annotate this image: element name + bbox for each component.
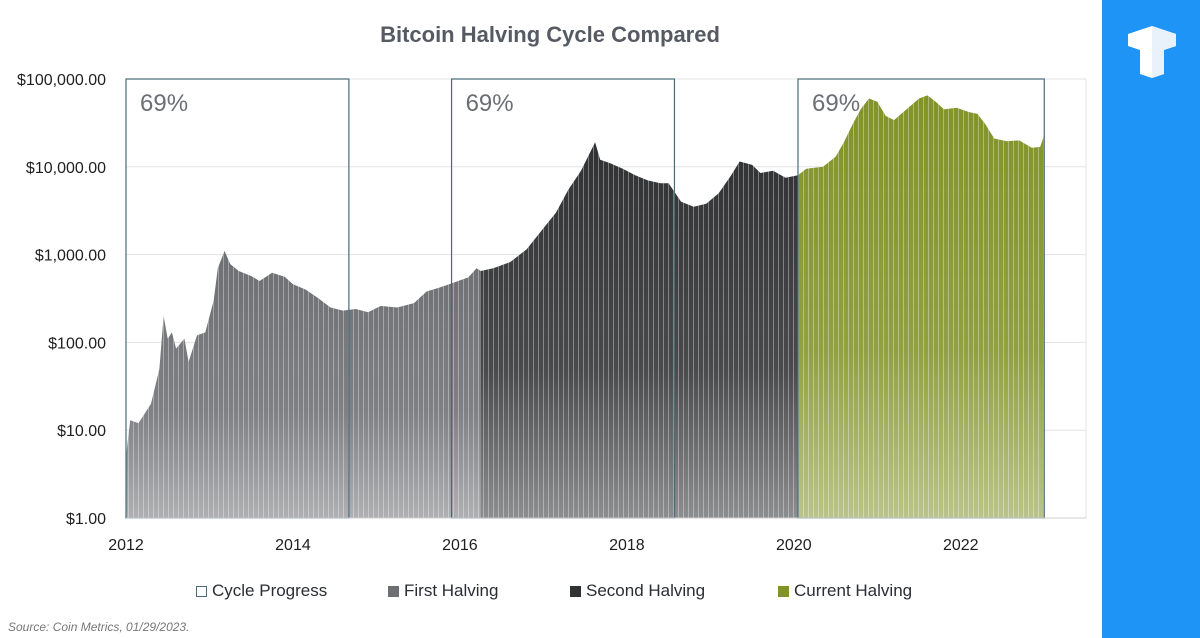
x-tick-label: 2012 [108, 537, 144, 554]
y-tick-label: $1.00 [66, 511, 106, 528]
cycle-progress-label: 69% [466, 90, 514, 117]
series-stripes [480, 142, 798, 518]
legend-swatch [196, 585, 207, 597]
x-tick-label: 2016 [442, 537, 478, 554]
chart-canvas: 69% 69% 69% $1.00 $10.00 $100.00 $1,000.00 $10… [17, 72, 1087, 554]
x-tick-label: 2022 [943, 537, 979, 554]
legend-swatch [570, 585, 581, 597]
x-tick-label: 2020 [776, 537, 812, 554]
legend-label: Second Halving [586, 581, 706, 600]
series-stripes [798, 95, 1045, 518]
y-tick-label: $100.00 [48, 335, 106, 352]
axes: $1.00 $10.00 $100.00 $1,000.00 $10,000.00 $10… [17, 72, 1086, 554]
x-tick-label: 2018 [609, 537, 645, 554]
legend-item-second-halving: Second Halving [570, 581, 705, 601]
legend-label: Cycle Progress [212, 581, 328, 600]
source-note: Source: Coin Metrics, 01/29/2023. [8, 620, 190, 634]
chart-legend: Cycle Progress First Halving Second Halvin… [0, 581, 1100, 603]
brand-logo-icon [1128, 26, 1176, 78]
y-tick-label: $10.00 [57, 423, 106, 440]
legend-label: Current Halving [794, 581, 913, 600]
y-tick-label: $10,000.00 [26, 160, 106, 177]
chart-title: Bitcoin Halving Cycle Compared [380, 22, 720, 47]
legend-item-first-halving: First Halving [388, 581, 498, 601]
legend-item-current-halving: Current Halving [778, 581, 912, 601]
legend-swatch [388, 585, 399, 597]
series-areas [126, 95, 1045, 518]
cycle-progress-label: 69% [812, 90, 860, 117]
y-tick-label: $1,000.00 [35, 248, 106, 265]
cycle-progress-label: 69% [140, 90, 188, 117]
y-tick-label: $100,000.00 [17, 72, 106, 89]
cycle-boxes: 69% 69% 69% [125, 78, 1045, 519]
legend-label: First Halving [404, 581, 499, 600]
legend-item-cycle-progress: Cycle Progress [196, 581, 327, 601]
brand-bar [1102, 0, 1200, 638]
x-tick-label: 2014 [275, 537, 311, 554]
series-stripes [126, 251, 481, 518]
legend-swatch [778, 585, 789, 597]
